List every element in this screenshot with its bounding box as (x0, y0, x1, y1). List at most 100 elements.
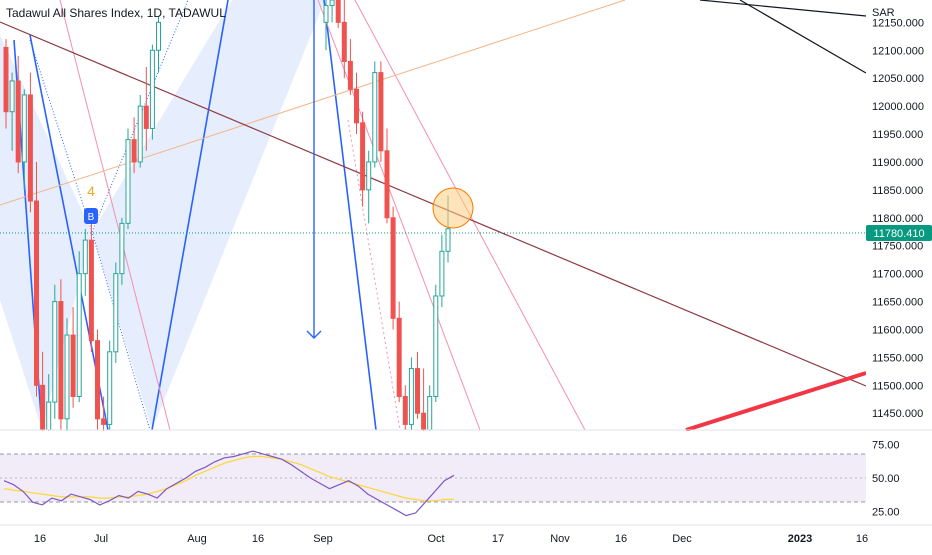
rsi-tick: 25.00 (872, 507, 900, 519)
candle-body (76, 273, 82, 397)
price-tick: 11850.000 (872, 185, 923, 197)
candle (390, 206, 396, 330)
harmonic-pattern-fill (0, 0, 325, 430)
rsi-tick: 50.00 (872, 473, 900, 485)
candle (156, 16, 161, 73)
candle (360, 111, 366, 207)
black-trendline-1 (699, 0, 867, 17)
price-tick: 11700.000 (872, 269, 923, 281)
price-tick: 11600.000 (872, 324, 923, 336)
candle-body (27, 94, 33, 202)
sar-label: SAR (872, 7, 895, 19)
candles (3, 0, 451, 453)
candle-body (40, 384, 46, 431)
candle-body (360, 122, 366, 191)
signal-badge[interactable] (84, 208, 98, 224)
candle-body (88, 239, 94, 342)
candle-body (341, 21, 347, 62)
rsi-line (3, 450, 455, 517)
candle (415, 351, 420, 419)
time-label: Nov (550, 533, 570, 545)
candle (372, 61, 378, 168)
candle-body (402, 395, 408, 425)
candle (88, 223, 94, 352)
pink-line-2 (317, 0, 481, 431)
candle-body (408, 368, 414, 425)
candle (384, 128, 390, 224)
symbol-title: Tadawul All Shares Index, 1D, TADAWUL (6, 6, 226, 20)
price-tick: 11550.000 (872, 352, 923, 364)
time-label: 17 (492, 533, 504, 545)
candle (439, 234, 445, 308)
candle-body (125, 139, 131, 224)
candle-body (329, 0, 335, 7)
candle-body (70, 334, 76, 397)
candle-body (433, 295, 439, 397)
candle (396, 301, 402, 403)
candle-body (335, 0, 341, 23)
price-tick: 12050.000 (872, 73, 924, 85)
price-tick: 11750.000 (872, 241, 923, 253)
black-trendline-2 (739, 0, 867, 74)
time-label: 16 (34, 533, 46, 545)
candle (15, 55, 21, 174)
pink-dotted-line (347, 119, 401, 431)
highlight-circle[interactable] (432, 187, 474, 229)
candle-body (119, 222, 125, 275)
candle (70, 307, 76, 408)
price-tick: 11500.000 (872, 380, 923, 392)
candle-body (323, 5, 329, 23)
candle-body (107, 351, 113, 425)
candle (323, 0, 329, 51)
time-axis[interactable]: 16 Jul Aug 16 Sep Oct 17 Nov 16 Dec 2023 16 (34, 533, 868, 545)
candle-body (384, 150, 390, 219)
candle (402, 385, 408, 430)
candle (335, 0, 341, 28)
last-price-label: 11780.410 (873, 228, 924, 240)
candle-body (149, 49, 155, 129)
candle-body (101, 418, 107, 425)
candle-body (131, 139, 137, 163)
rsi-axis[interactable] (866, 431, 932, 525)
candle (113, 262, 119, 363)
candle (408, 357, 414, 430)
candle-body (64, 334, 70, 420)
price-ticks: 12150.000 12100.000 12050.000 12000.000 1195… (872, 17, 924, 420)
candle-body (156, 21, 161, 51)
price-axis[interactable] (866, 0, 932, 430)
candle (347, 39, 353, 95)
signal-badge-label: B (88, 212, 95, 223)
candle-body (58, 301, 64, 420)
candle (433, 284, 439, 403)
candle (82, 228, 88, 296)
candle-body (95, 340, 100, 420)
price-tick: 12000.000 (872, 101, 924, 113)
price-tick: 11900.000 (872, 157, 923, 169)
time-label: 16 (856, 533, 868, 545)
last-price-tag (866, 225, 932, 241)
candle-body (366, 161, 372, 191)
candle (34, 161, 39, 397)
candle-body (9, 80, 15, 113)
price-tick: 11450.000 (872, 408, 923, 420)
candle-body (396, 317, 402, 397)
candle-body (113, 273, 119, 353)
price-tick: 11650.000 (872, 297, 923, 309)
candle-body (427, 395, 433, 431)
candle-body (415, 368, 420, 414)
down-arrow-head (306, 330, 322, 339)
candle-body (390, 217, 396, 319)
price-tick: 11800.000 (872, 213, 923, 225)
rsi-ticks: 75.00 50.00 25.00 (872, 439, 900, 518)
candle-body (378, 72, 384, 152)
candle (27, 72, 33, 213)
candle (366, 150, 372, 224)
rsi-tick: 75.00 (872, 439, 900, 451)
candle (95, 329, 100, 430)
candle-body (143, 105, 149, 129)
price-tick: 11950.000 (872, 129, 923, 141)
candle (354, 72, 359, 135)
candle-body (52, 301, 58, 403)
